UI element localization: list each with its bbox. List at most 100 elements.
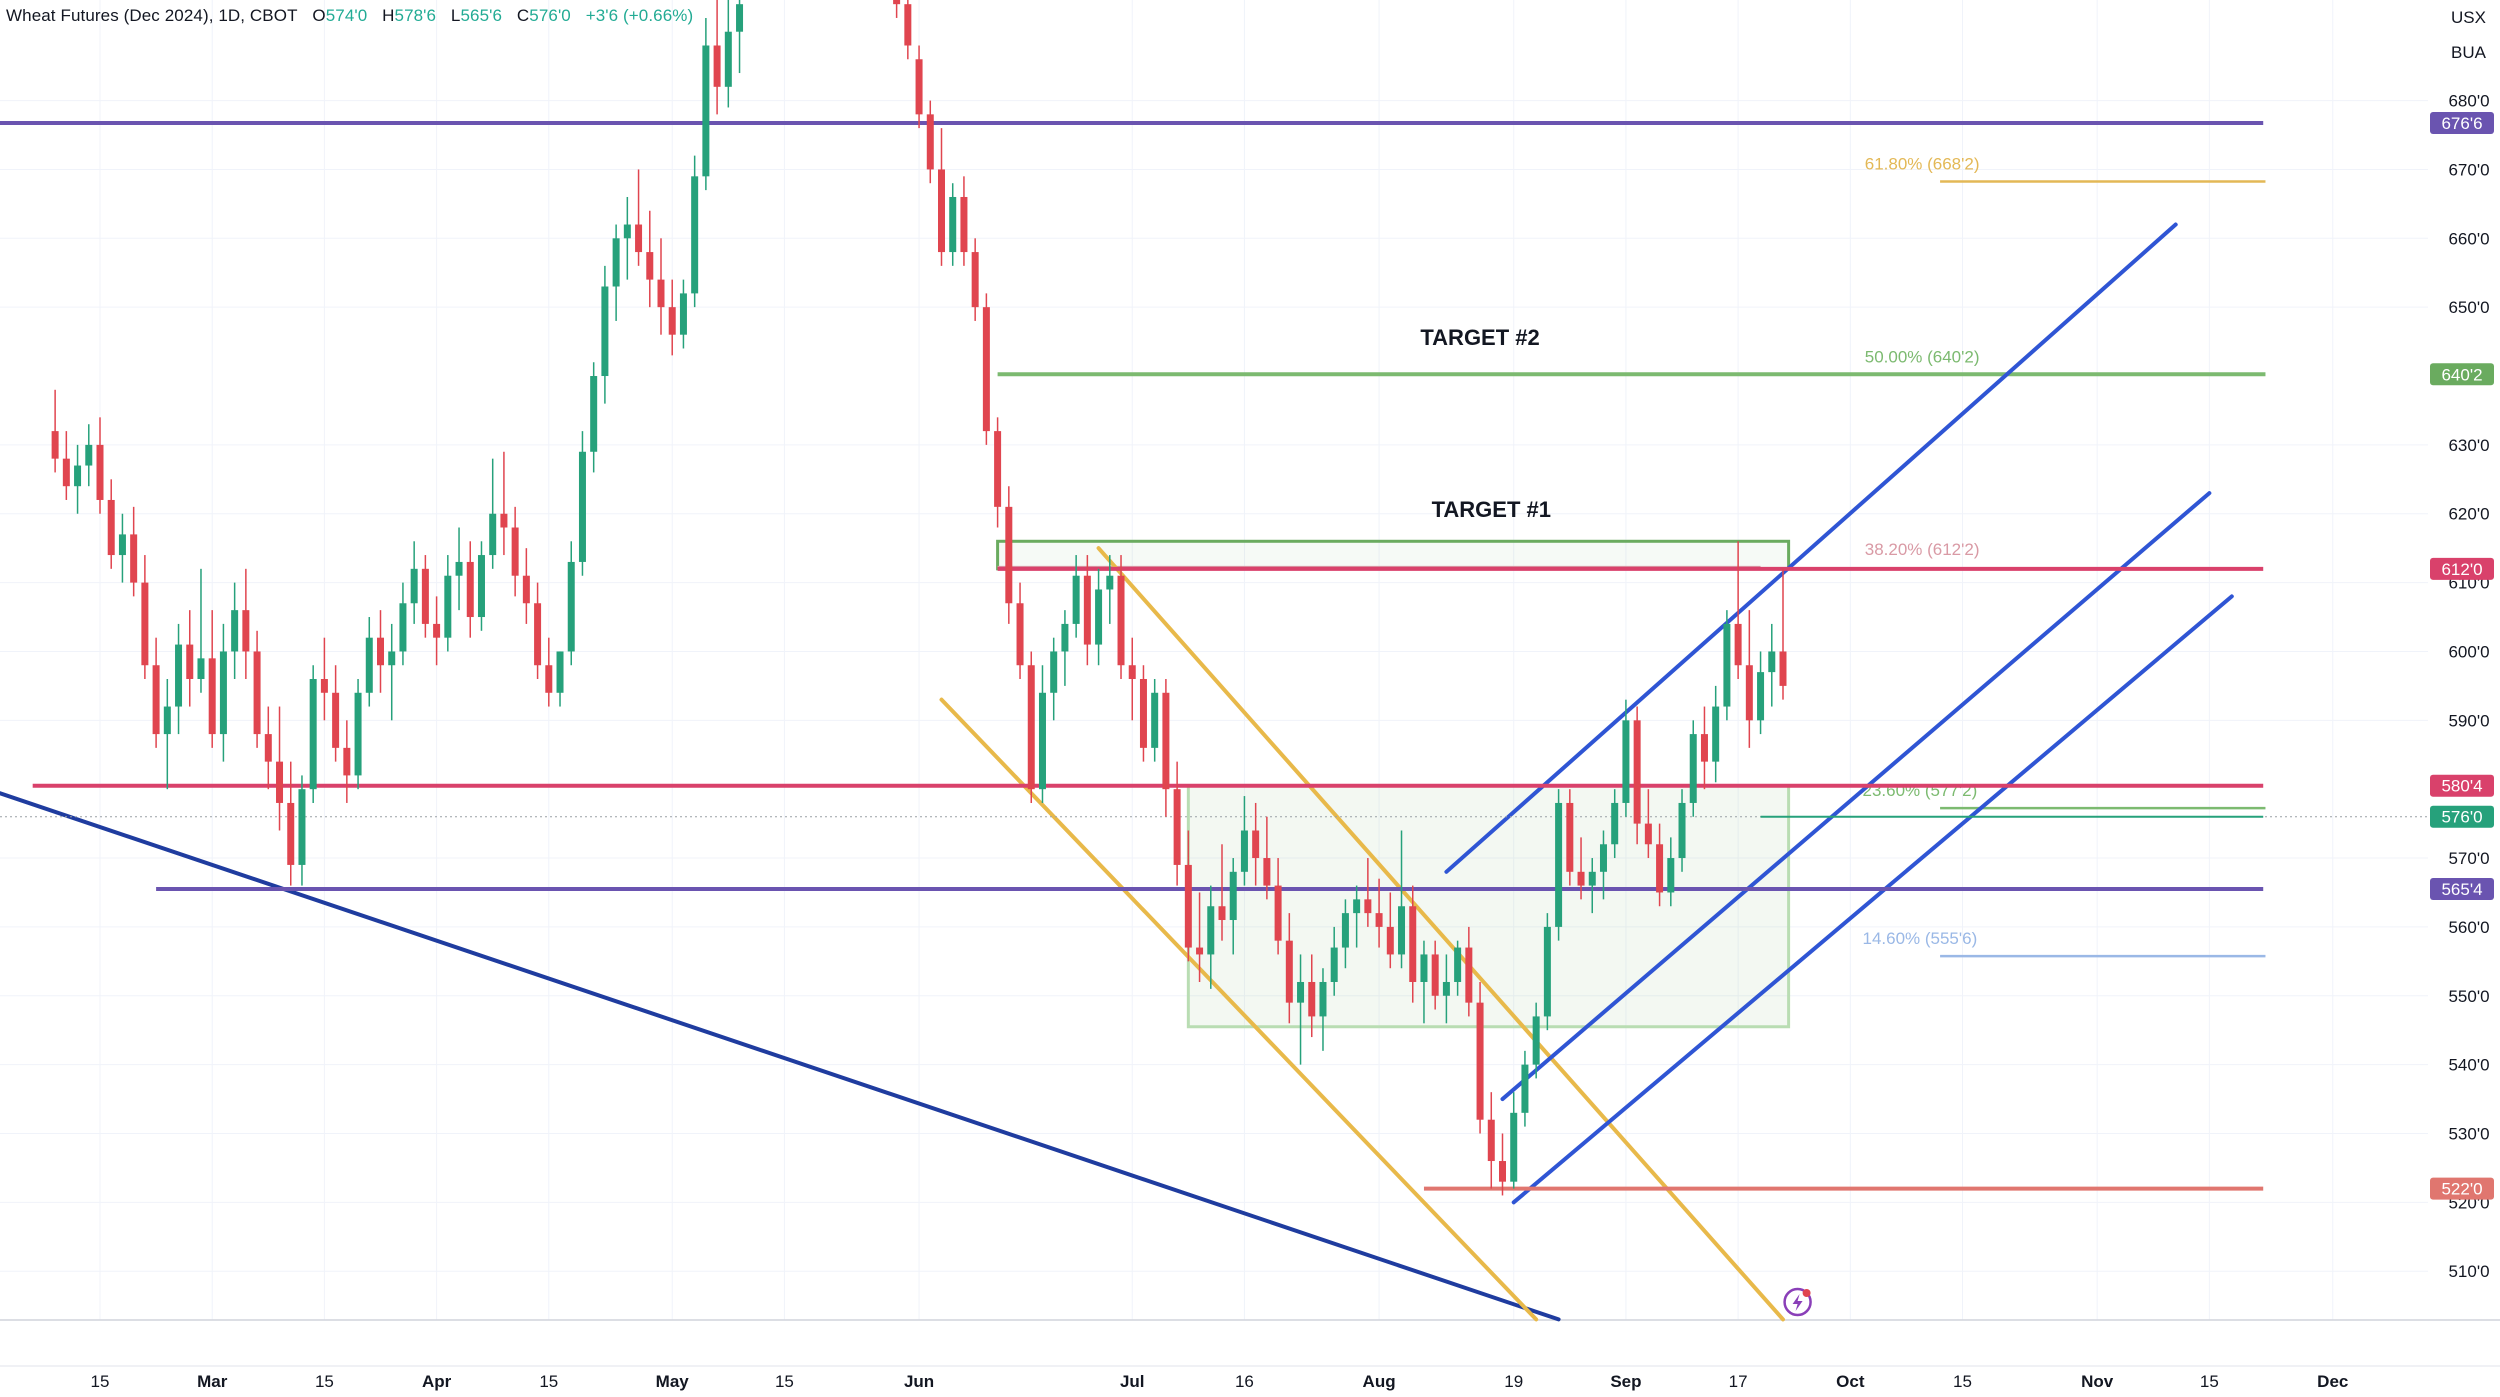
price-badge [2430, 1177, 2494, 1200]
candle-body [1521, 1064, 1529, 1113]
uptrend-channel-middle [1500, 491, 2212, 1102]
candle-body [1723, 623, 1731, 707]
y-tick-label: 570'0 [2448, 849, 2489, 868]
x-tick-label: 19 [1504, 1372, 1523, 1391]
symbol-header: Wheat Futures (Dec 2024), 1D, CBOT O574'… [6, 6, 703, 26]
candle-body [1757, 672, 1765, 721]
candle-body [713, 45, 721, 87]
candle-body [208, 658, 216, 735]
x-tick-label: Oct [1836, 1372, 1865, 1391]
high-label: H [382, 6, 395, 25]
candle-body [1117, 575, 1125, 666]
lightning-bolt-icon [1792, 1294, 1803, 1311]
candle-body [994, 431, 1002, 507]
y-tick-label: 660'0 [2448, 229, 2489, 248]
candle-body [1229, 871, 1237, 921]
candle-body [1330, 947, 1338, 982]
low-value: 565'6 [460, 6, 503, 25]
candle-body [668, 307, 676, 335]
price-badge [2430, 774, 2494, 797]
candle-body [152, 665, 160, 735]
candle-body [1386, 926, 1394, 955]
candle-body [1341, 913, 1349, 948]
x-tick-label: Nov [2081, 1372, 2114, 1391]
candle-body [736, 4, 744, 32]
candle-body [1431, 954, 1439, 996]
candle-body [1566, 802, 1574, 872]
candle-body [1420, 954, 1428, 982]
candle-body [1499, 1161, 1506, 1182]
target-1-label: TARGET #1 [1432, 497, 1551, 522]
low-label: L [450, 6, 461, 25]
candle-body [915, 59, 923, 115]
candle-body [477, 555, 485, 618]
candle-body [1409, 906, 1417, 982]
candle-body [141, 582, 149, 666]
candle-body [1027, 665, 1035, 790]
currency-unit[interactable]: USX [2451, 8, 2486, 27]
candle-body [1656, 844, 1664, 893]
candle-body [679, 293, 687, 335]
candle-body [1038, 692, 1046, 790]
candle-body [1510, 1112, 1518, 1182]
price-badge [2430, 111, 2494, 134]
candle-body [163, 706, 171, 735]
y-tick-label: 510'0 [2448, 1262, 2489, 1281]
x-tick-label: 15 [91, 1372, 110, 1391]
fib-level-label: 38.20% (612'2) [1865, 540, 1980, 559]
candle-body [590, 376, 598, 452]
y-tick-label: 630'0 [2448, 436, 2489, 455]
candle-body [1095, 589, 1103, 645]
candle-body [332, 692, 340, 748]
candle-body [702, 45, 710, 177]
candle-body [1218, 906, 1226, 921]
candle-body [107, 499, 115, 556]
candle-body [219, 651, 227, 735]
candle-body [1207, 906, 1215, 955]
candle-body [444, 575, 452, 638]
candle-body [377, 637, 384, 666]
candle-body [489, 513, 497, 556]
x-tick-label: 15 [539, 1372, 558, 1391]
candle-body [354, 692, 362, 776]
y-tick-label: 680'0 [2448, 92, 2489, 111]
long-term-downtrend-line [0, 791, 1561, 1322]
x-tick-label: 15 [2200, 1372, 2219, 1391]
candle-body [1139, 679, 1147, 748]
x-tick-label: May [656, 1372, 690, 1391]
fib-level-label: 14.60% (555'6) [1862, 929, 1977, 948]
candle-body [1151, 692, 1159, 748]
downtrend-channel-upper [1096, 546, 1785, 1322]
candle-body [1555, 802, 1563, 927]
target1-zone-rectangle [996, 539, 1791, 571]
candle-body [657, 279, 665, 308]
x-tick-label: Aug [1363, 1372, 1396, 1391]
change-value: +3'6 (+0.66%) [585, 6, 694, 25]
x-tick-label: 16 [1235, 1372, 1254, 1391]
candle-body [1599, 844, 1607, 872]
candle-body [623, 224, 631, 239]
candle-body [612, 238, 620, 287]
symbol-title[interactable]: Wheat Futures (Dec 2024), 1D, CBOT [6, 6, 298, 25]
y-tick-label: 620'0 [2448, 505, 2489, 524]
candle-body [298, 789, 306, 865]
candle-body [1263, 858, 1271, 886]
candle-body [522, 575, 530, 604]
candle-body [51, 431, 59, 459]
price-badge-label: 676'6 [2441, 114, 2482, 133]
target-2-label: TARGET #2 [1420, 325, 1539, 350]
candle-body [242, 610, 250, 652]
price-badge [2430, 363, 2494, 386]
price-badge-label: 612'0 [2441, 560, 2482, 579]
candle-body [724, 31, 732, 87]
currency-unit-secondary[interactable]: BUA [2451, 43, 2486, 62]
close-value: 576'0 [529, 6, 571, 25]
y-tick-label: 650'0 [2448, 298, 2489, 317]
candle-body [1779, 651, 1787, 686]
candle-body [1196, 947, 1204, 955]
candle-body [1364, 899, 1372, 914]
price-badge [2430, 805, 2494, 828]
candle-body [601, 286, 609, 377]
y-tick-label: 600'0 [2448, 642, 2489, 661]
